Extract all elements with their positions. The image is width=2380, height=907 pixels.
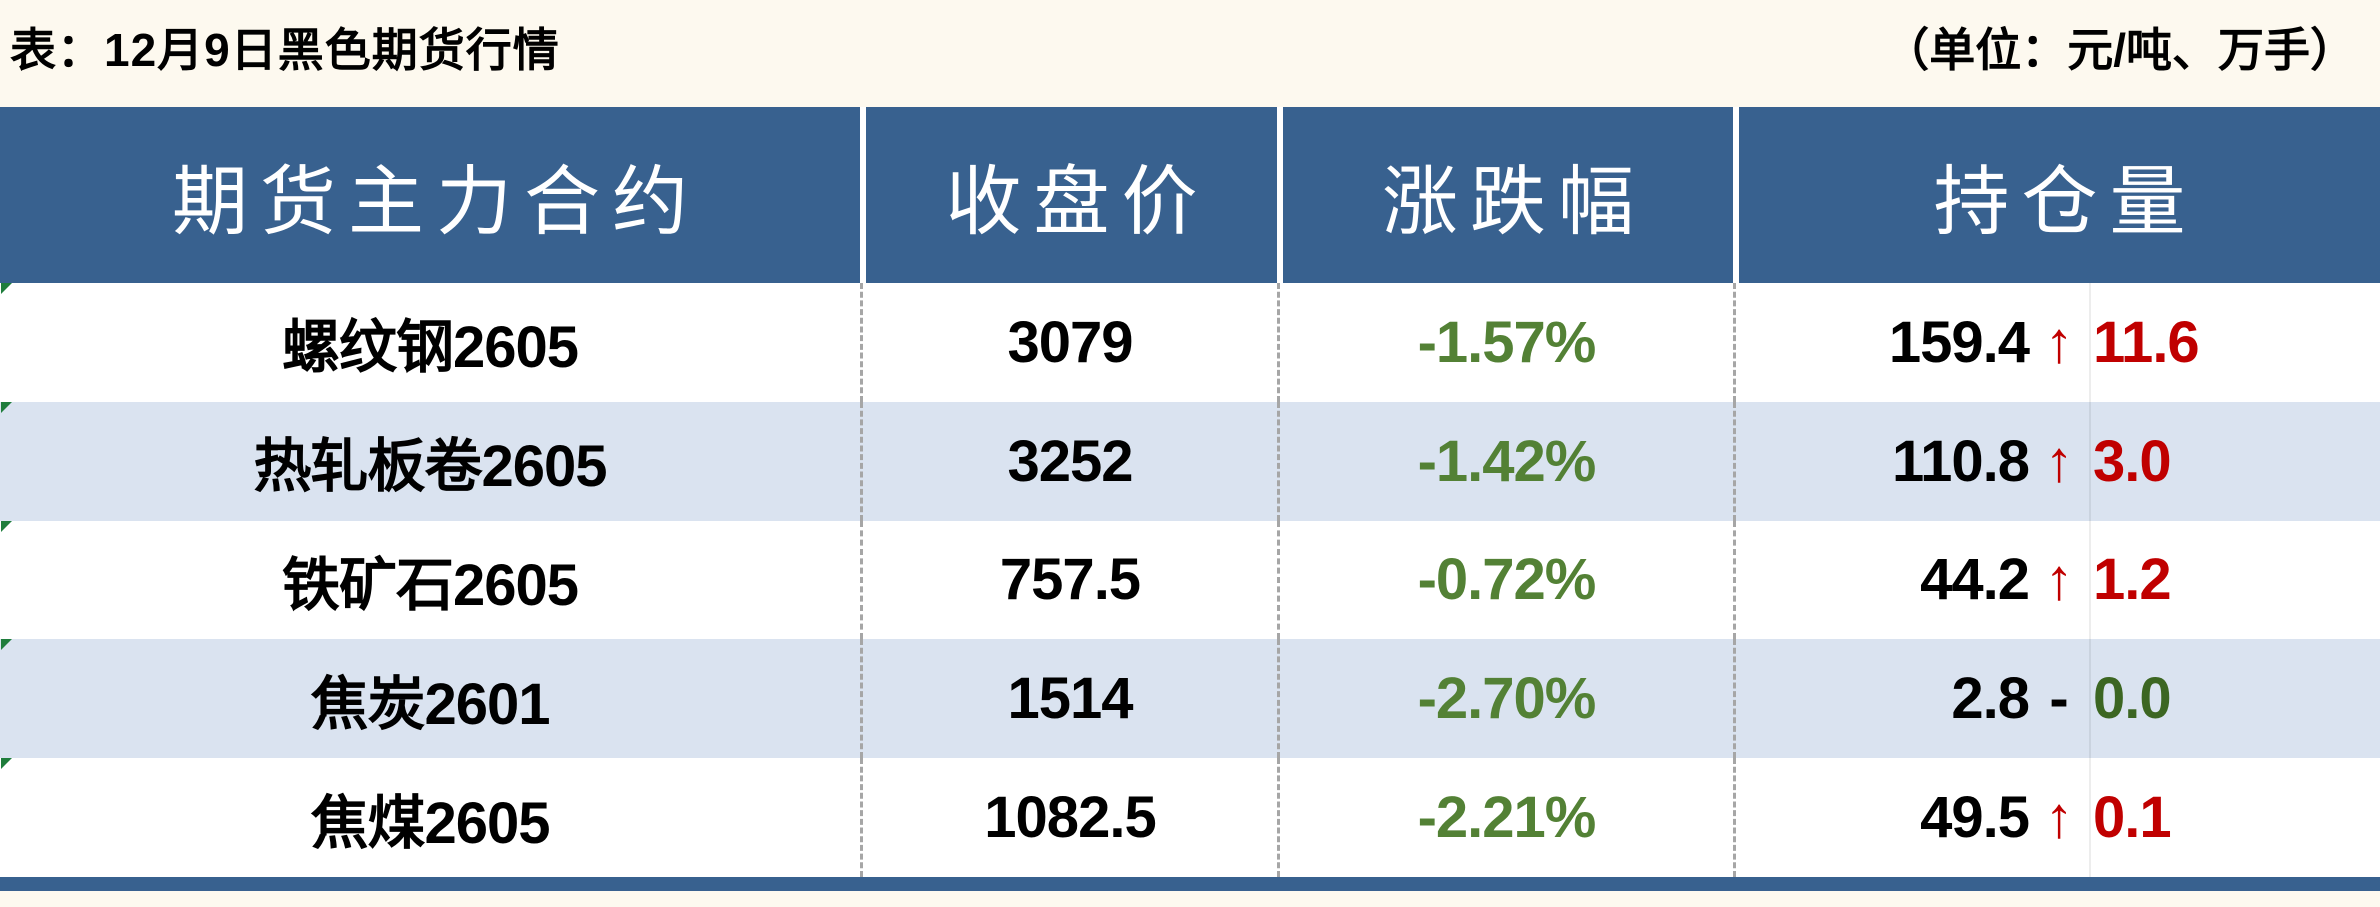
contract-label: 铁矿石2605 [281, 552, 579, 618]
contract-label: 焦煤2605 [310, 790, 550, 856]
close-price-cell: 3079 [860, 283, 1277, 402]
change-pct-cell: -0.72% [1277, 520, 1733, 640]
header-close-price: 收盘价 [860, 107, 1277, 283]
title-bar: 表：12月9日黑色期货行情 （单位：元/吨、万手） [0, 0, 2380, 107]
change-pct-cell: -1.57% [1277, 283, 1733, 402]
corner-flag-icon [1, 520, 12, 532]
open-interest-value: 44.2 [1920, 547, 2030, 613]
open-interest-change: 11.6 [2093, 309, 2200, 375]
corner-flag-icon [1, 283, 12, 294]
contract-cell: 焦煤2605 [0, 758, 860, 877]
contract-cell: 焦炭2601 [0, 639, 860, 758]
table-row: 焦煤2605 1082.5 -2.21% 49.5 ↑ 0.1 [0, 758, 2380, 877]
open-interest-cell: 2.8 - 0.0 [1733, 639, 2380, 759]
open-interest-left: 110.8 ↑ [1736, 402, 2089, 521]
open-interest-change: 0.0 [2093, 666, 2172, 732]
close-price-cell: 1082.5 [860, 758, 1277, 877]
up-arrow-icon: ↑ [2044, 309, 2074, 375]
open-interest-change: 0.1 [2093, 785, 2172, 851]
open-interest-right: 0.1 [2089, 758, 2380, 877]
open-interest-left: 159.4 ↑ [1736, 283, 2089, 402]
open-interest-left: 44.2 ↑ [1736, 521, 2089, 640]
open-interest-value: 110.8 [1892, 428, 2030, 494]
contract-label: 焦炭2601 [310, 671, 550, 737]
open-interest-right: 11.6 [2089, 283, 2380, 402]
unit-label: （单位：元/吨、万手） [1883, 23, 2356, 76]
corner-flag-icon [1, 639, 12, 651]
contract-cell: 铁矿石2605 [0, 520, 860, 640]
change-pct-cell: -1.42% [1277, 401, 1733, 521]
corner-flag-icon [1, 758, 12, 770]
up-arrow-icon: ↑ [2044, 428, 2074, 494]
open-interest-right: 0.0 [2089, 639, 2380, 759]
table-title: 表：12月9日黑色期货行情 [10, 23, 560, 76]
open-interest-left: 49.5 ↑ [1736, 758, 2089, 877]
header-open-interest: 持仓量 [1733, 107, 2380, 283]
header-contract: 期货主力合约 [172, 161, 700, 245]
contract-cell: 热轧板卷2605 [0, 401, 860, 521]
open-interest-right: 3.0 [2089, 401, 2380, 521]
open-interest-cell: 44.2 ↑ 1.2 [1733, 520, 2380, 640]
up-arrow-icon: ↑ [2044, 785, 2074, 851]
open-interest-value: 159.4 [1888, 309, 2030, 375]
close-price-cell: 757.5 [860, 520, 1277, 640]
table-row: 热轧板卷2605 3252 -1.42% 110.8 ↑ 3.0 [0, 401, 2380, 521]
dash-icon: - [2049, 666, 2069, 732]
open-interest-cell: 159.4 ↑ 11.6 [1733, 283, 2380, 402]
table-row: 铁矿石2605 757.5 -0.72% 44.2 ↑ 1.2 [0, 520, 2380, 640]
close-price-cell: 1514 [860, 639, 1277, 759]
open-interest-cell: 110.8 ↑ 3.0 [1733, 401, 2380, 521]
open-interest-change: 3.0 [2093, 428, 2172, 494]
open-interest-left: 2.8 - [1736, 639, 2089, 758]
bottom-accent-bar [0, 877, 2380, 891]
table-row: 螺纹钢2605 3079 -1.57% 159.4 ↑ 11.6 [0, 283, 2380, 402]
open-interest-right: 1.2 [2089, 520, 2380, 640]
table-row: 焦炭2601 1514 -2.70% 2.8 - 0.0 [0, 639, 2380, 759]
table-header-row: 期货主力合约 收盘价 涨跌幅 持仓量 [0, 107, 2380, 283]
contract-label: 热轧板卷2605 [253, 434, 607, 500]
table-body: 螺纹钢2605 3079 -1.57% 159.4 ↑ 11.6 热轧板卷260… [0, 283, 2380, 877]
change-pct-cell: -2.70% [1277, 639, 1733, 759]
corner-flag-icon [1, 401, 12, 413]
open-interest-change: 1.2 [2093, 547, 2172, 613]
change-pct-cell: -2.21% [1277, 758, 1733, 877]
contract-cell: 螺纹钢2605 [0, 283, 860, 402]
open-interest-cell: 49.5 ↑ 0.1 [1733, 758, 2380, 877]
close-price-cell: 3252 [860, 401, 1277, 521]
up-arrow-icon: ↑ [2044, 547, 2074, 613]
header-change-pct: 涨跌幅 [1277, 107, 1733, 283]
contract-label: 螺纹钢2605 [281, 315, 579, 381]
open-interest-value: 49.5 [1920, 785, 2030, 851]
open-interest-value: 2.8 [1951, 666, 2030, 732]
